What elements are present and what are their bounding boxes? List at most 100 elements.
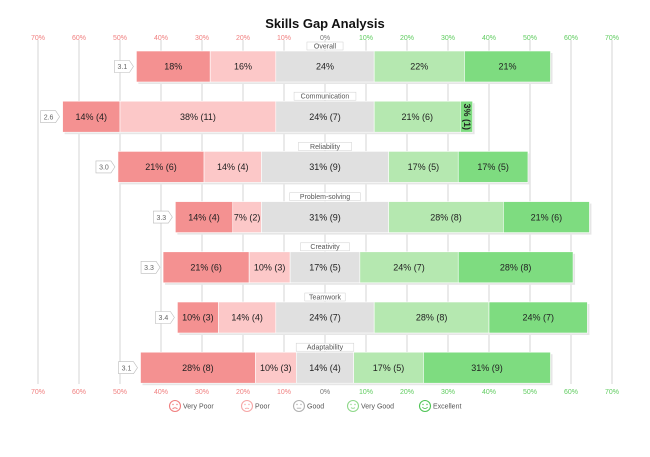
legend-label: Good bbox=[307, 404, 324, 411]
tick-label-top: 30% bbox=[195, 35, 209, 42]
segment-poor bbox=[209, 50, 277, 83]
segment-label: 14% (4) bbox=[309, 363, 341, 373]
tick-label-bottom: 50% bbox=[113, 389, 127, 396]
segment-label: 21% (6) bbox=[531, 212, 563, 222]
average-badge bbox=[155, 311, 175, 324]
row-problem-solving: 14% (4) 7% (2) 31% (9) 28% (8) 21% (6) Proble… bbox=[153, 192, 592, 235]
tick-label-top: 10% bbox=[359, 35, 373, 42]
tick-label-top: 40% bbox=[482, 35, 496, 42]
segment-label: 24% (7) bbox=[393, 263, 425, 273]
category-label: Adaptability bbox=[307, 345, 344, 352]
tick-label-top: 30% bbox=[441, 35, 455, 42]
top-tick-labels: 70% 60% 50% 40% 30% 20% 10% 0% 10% 20% 30% 40% 50% 60… bbox=[31, 35, 619, 42]
average-value: 2.6 bbox=[44, 114, 54, 121]
face-outline bbox=[418, 399, 432, 413]
tick-label-top: 40% bbox=[154, 35, 168, 42]
face-eye bbox=[248, 403, 250, 406]
face-outline bbox=[292, 399, 306, 413]
legend-label: Very Poor bbox=[183, 404, 214, 411]
segment-label: 22% bbox=[410, 62, 428, 72]
category-label-box bbox=[306, 41, 344, 51]
smiley-sad2-icon bbox=[168, 399, 182, 413]
segment-very-good bbox=[359, 251, 459, 284]
face-eye bbox=[354, 403, 356, 406]
average-badge bbox=[140, 261, 161, 274]
category-label: Communication bbox=[301, 94, 350, 101]
segment-excellent bbox=[423, 351, 551, 384]
average-value: 3.3 bbox=[156, 215, 166, 222]
tick-label-top: 70% bbox=[31, 35, 45, 42]
segment-very-good bbox=[373, 100, 461, 133]
category-label-box bbox=[289, 192, 361, 201]
legend-item-poor[interactable]: Poor bbox=[240, 399, 271, 413]
tick-label-bottom: 10% bbox=[359, 389, 373, 396]
segment-label: 21% (6) bbox=[145, 162, 177, 172]
row-communication: 14% (4) 38% (11) 24% (7) 21% (6) 3% (1) Commu… bbox=[40, 91, 475, 135]
row-adaptability: 28% (8) 10% (3) 14% (4) 17% (5) 31% (9) Adapt… bbox=[118, 342, 553, 386]
segment-good bbox=[275, 50, 375, 83]
segment-label: 21% (6) bbox=[190, 263, 222, 273]
segment-excellent bbox=[464, 50, 551, 83]
legend[interactable]: Very Poor Poor Good Very Good Excellent bbox=[168, 399, 462, 413]
segment-label: 38% (11) bbox=[180, 112, 216, 122]
average-value: 3.0 bbox=[99, 165, 109, 172]
segment-label: 31% (9) bbox=[471, 363, 503, 373]
face-eye bbox=[172, 403, 174, 406]
face-outline bbox=[240, 399, 254, 413]
tick-label-bottom: 50% bbox=[523, 389, 537, 396]
smiley-happy2-icon bbox=[418, 399, 432, 413]
segment-label: 10% (3) bbox=[260, 363, 292, 373]
tick-label-bottom: 70% bbox=[31, 389, 45, 396]
face-eye bbox=[244, 403, 246, 406]
segment-label: 31% (9) bbox=[309, 162, 341, 172]
segment-very-good bbox=[353, 351, 424, 384]
category-label: Creativity bbox=[310, 244, 340, 251]
category-label-box bbox=[298, 142, 352, 151]
average-badge bbox=[153, 210, 173, 224]
tick-label-bottom: 70% bbox=[605, 389, 619, 396]
segment-label: 21% (6) bbox=[401, 112, 433, 122]
segment-very-good bbox=[373, 301, 490, 334]
tick-label-top: 60% bbox=[564, 35, 578, 42]
face-eye bbox=[426, 403, 428, 406]
segment-very-poor bbox=[140, 351, 256, 384]
segment-label: 24% (7) bbox=[309, 313, 341, 323]
legend-item-excellent[interactable]: Excellent bbox=[418, 399, 462, 413]
legend-label: Excellent bbox=[433, 404, 461, 411]
chart-rows: 18% 16% 24% 22% 21% Overall 3.1 14% (4) 38% (11)… bbox=[40, 41, 592, 386]
segment-excellent bbox=[459, 100, 473, 133]
tick-label-top: 20% bbox=[236, 35, 250, 42]
row-teamwork: 10% (3) 14% (4) 24% (7) 28% (8) 24% (7) Teamw… bbox=[155, 292, 590, 335]
segment-good bbox=[275, 100, 375, 133]
tick-label-bottom: 20% bbox=[236, 389, 250, 396]
row-reliability: 21% (6) 14% (4) 31% (9) 17% (5) 17% (5) Relia… bbox=[95, 142, 530, 185]
tick-label-bottom: 30% bbox=[195, 389, 209, 396]
segment-label: 7% (2) bbox=[234, 212, 261, 222]
legend-item-very-poor[interactable]: Very Poor bbox=[168, 399, 215, 413]
segment-label: 28% (8) bbox=[500, 263, 532, 273]
tick-label-bottom: 30% bbox=[441, 389, 455, 396]
smiley-neutral-icon bbox=[292, 399, 306, 413]
segment-label: 14% (4) bbox=[76, 112, 108, 122]
face-eye bbox=[300, 403, 302, 406]
legend-item-very-good[interactable]: Very Good bbox=[346, 399, 395, 413]
legend-item-good[interactable]: Good bbox=[292, 399, 325, 413]
segment-label: 3% (1) bbox=[462, 103, 472, 130]
category-label-box bbox=[300, 242, 350, 252]
tick-label-bottom: 10% bbox=[277, 389, 291, 396]
face-mouth bbox=[422, 406, 428, 410]
face-outline bbox=[346, 399, 360, 413]
segment-excellent bbox=[488, 301, 588, 334]
row-creativity: 21% (6) 10% (3) 17% (5) 24% (7) 28% (8) Creat… bbox=[140, 242, 576, 285]
face-mouth bbox=[172, 407, 178, 410]
smiley-happy1-icon bbox=[346, 399, 360, 413]
bottom-tick-labels: 70% 60% 50% 40% 30% 20% 10% 0% 10% 20% 30% 40% 50% 60… bbox=[31, 389, 619, 396]
tick-label-top: 70% bbox=[605, 35, 619, 42]
segment-label: 17% (5) bbox=[373, 363, 405, 373]
average-value: 3.4 bbox=[159, 315, 169, 322]
segment-label: 24% bbox=[316, 62, 334, 72]
segment-excellent bbox=[503, 201, 590, 233]
category-label-box bbox=[295, 342, 355, 352]
category-label: Problem-solving bbox=[300, 194, 350, 201]
